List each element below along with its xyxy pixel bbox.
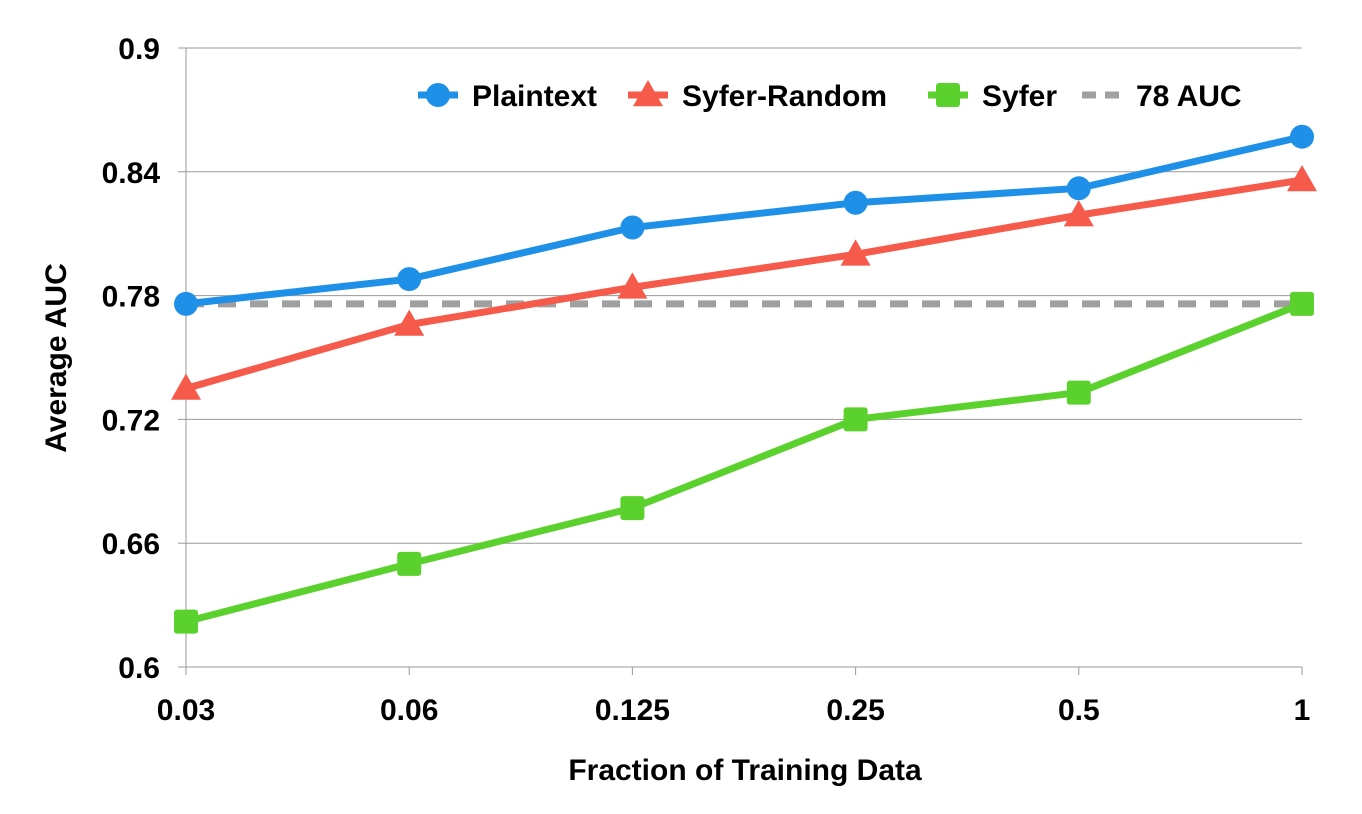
legend-label: Plaintext <box>472 80 597 113</box>
data-point-plaintext <box>174 291 198 316</box>
series-line-syfer <box>182 300 1306 626</box>
y-tick-label: 0.9 <box>118 33 160 66</box>
legend-marker <box>936 83 960 107</box>
axes <box>185 48 1303 675</box>
x-tick-label: 1 <box>1294 694 1311 727</box>
data-point-syfer <box>397 551 422 576</box>
data-point-syfer-random <box>394 309 425 336</box>
data-point-plaintext <box>397 267 422 292</box>
x-axis-title: Fraction of Training Data <box>568 754 922 787</box>
x-tick-label: 0.03 <box>157 694 215 727</box>
legend-item-plaintext: Plaintext <box>418 80 597 113</box>
data-point-plaintext <box>1066 176 1091 201</box>
x-tick-label: 0.125 <box>595 694 670 727</box>
x-tick-label: 0.5 <box>1058 694 1100 727</box>
y-axis-title: Average AUC <box>40 263 73 453</box>
legend-item-syfer-random: Syfer-Random <box>628 80 887 113</box>
data-point-syfer <box>1290 291 1314 316</box>
legend-item-78-auc: 78 AUC <box>1082 80 1242 113</box>
y-tick-label: 0.72 <box>102 404 160 437</box>
series-line-plaintext <box>182 133 1306 308</box>
legend-label: Syfer <box>982 80 1057 113</box>
y-tick-label: 0.66 <box>102 528 160 561</box>
data-point-plaintext <box>843 190 868 215</box>
data-point-plaintext <box>620 215 645 240</box>
data-point-syfer-random <box>840 239 871 266</box>
data-point-syfer-random <box>1063 200 1094 227</box>
y-tick-label: 0.78 <box>102 281 160 314</box>
legend: Plaintext Syfer-Random Syfer 78 AUC <box>418 80 1242 113</box>
legend-marker <box>426 83 450 107</box>
y-tick-label: 0.84 <box>102 157 161 190</box>
x-tick-labels: 0.03 0.06 0.125 0.25 0.5 1 <box>157 694 1311 727</box>
legend-item-syfer: Syfer <box>928 80 1057 113</box>
data-point-syfer <box>620 496 645 521</box>
data-point-syfer-random <box>171 373 201 400</box>
gridlines <box>178 47 1302 668</box>
legend-label: 78 AUC <box>1136 80 1242 113</box>
series-layer <box>171 124 1317 634</box>
legend-marker <box>633 80 663 107</box>
data-point-syfer-random <box>1287 165 1317 192</box>
x-tick-label: 0.25 <box>826 694 884 727</box>
y-tick-label: 0.6 <box>118 652 160 685</box>
y-tick-labels: 0.6 0.66 0.72 0.78 0.84 0.9 <box>102 33 161 685</box>
data-point-syfer <box>843 407 868 432</box>
legend-label: Syfer-Random <box>682 80 887 113</box>
data-point-syfer <box>1066 380 1091 405</box>
data-point-syfer <box>174 609 198 634</box>
series-line-syfer-random <box>182 176 1306 392</box>
data-point-syfer-random <box>617 272 648 299</box>
x-tick-label: 0.06 <box>380 694 438 727</box>
data-point-plaintext <box>1290 124 1314 149</box>
